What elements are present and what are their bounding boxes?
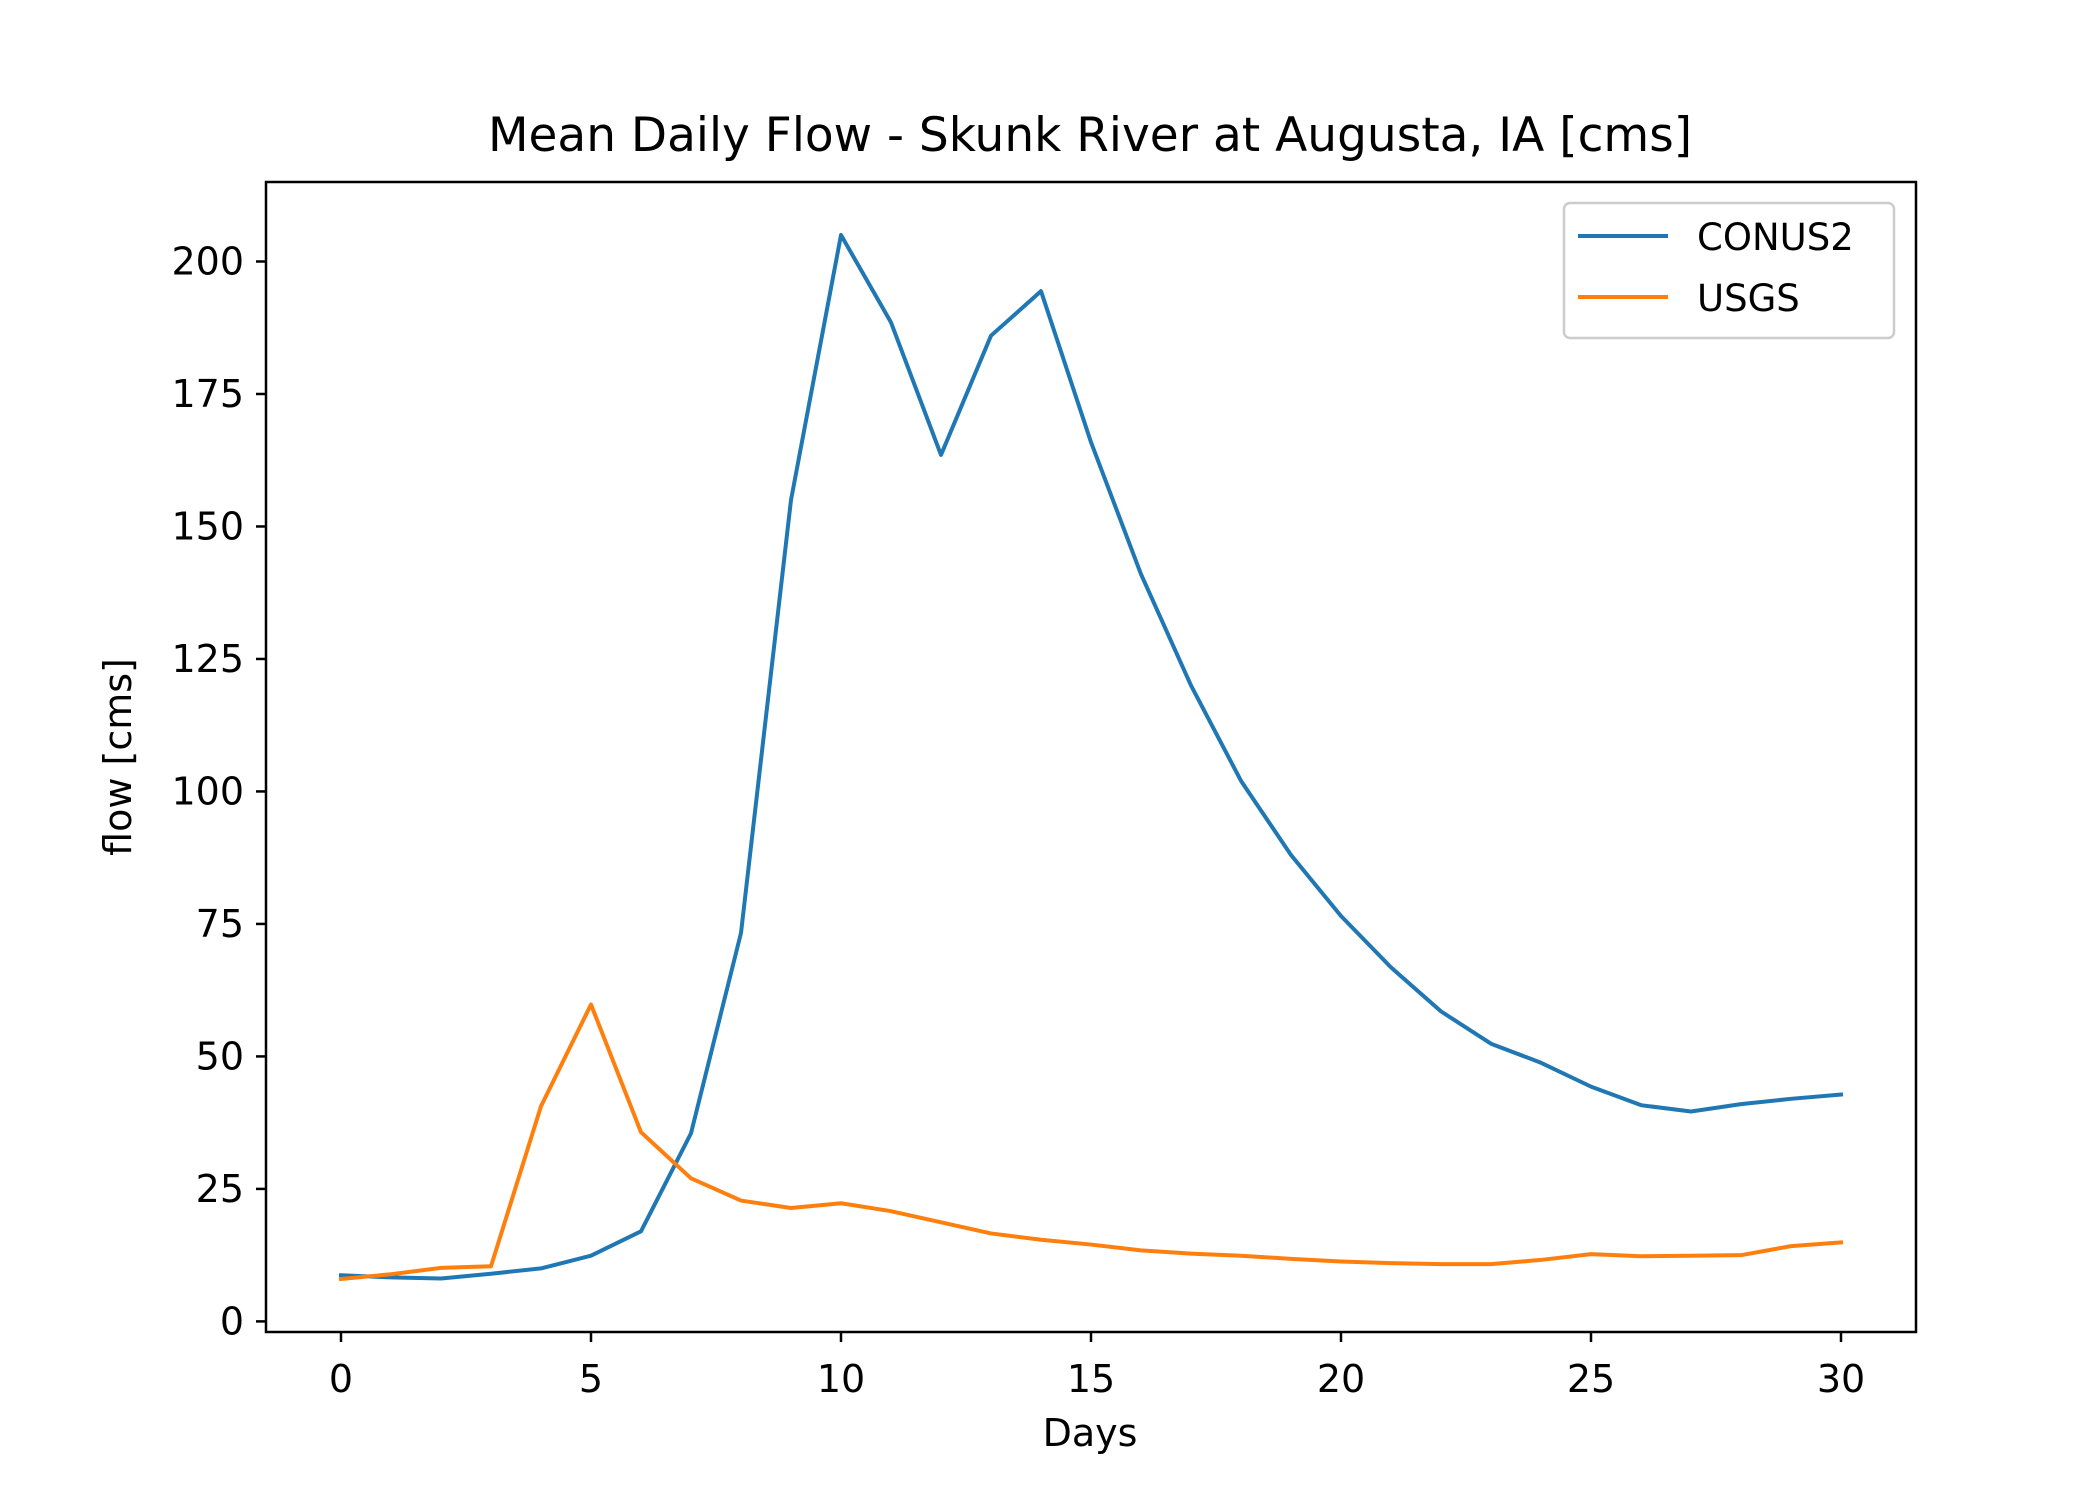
- y-tick-label: 25: [196, 1167, 244, 1211]
- x-tick-label: 20: [1317, 1357, 1365, 1401]
- y-tick-label: 150: [171, 504, 244, 548]
- plot-area-frame: [264, 180, 1918, 1334]
- series-line-conus2: [338, 233, 1844, 1281]
- y-tick-label: 200: [171, 239, 244, 283]
- series-layer: [338, 233, 1844, 1282]
- legend-label-usgs: USGS: [1697, 277, 1800, 320]
- x-axis-ticks: 0 5 10 15 20 25 30: [329, 1332, 1865, 1401]
- x-tick-label: 5: [579, 1357, 603, 1401]
- y-tick-label: 175: [171, 372, 244, 416]
- y-tick-label: 100: [171, 769, 244, 813]
- x-tick-label: 10: [817, 1357, 865, 1401]
- y-axis-label: flow [cms]: [96, 658, 140, 856]
- y-tick-label: 50: [196, 1034, 244, 1078]
- chart-title: Mean Daily Flow - Skunk River at Augusta…: [488, 108, 1692, 163]
- y-tick-label: 125: [171, 637, 244, 681]
- x-tick-label: 30: [1817, 1357, 1865, 1401]
- series-line-usgs: [338, 1002, 1844, 1282]
- legend: CONUS2 USGS: [1562, 201, 1896, 340]
- x-axis-label: Days: [1043, 1411, 1138, 1455]
- y-axis-ticks: 0 25 50 75 100 125 150 175 200: [171, 239, 266, 1343]
- y-tick-label: 75: [196, 902, 244, 946]
- y-tick-label: 0: [220, 1299, 244, 1343]
- x-tick-label: 0: [329, 1357, 353, 1401]
- x-tick-label: 15: [1067, 1357, 1115, 1401]
- legend-label-conus2: CONUS2: [1697, 216, 1854, 259]
- x-tick-label: 25: [1567, 1357, 1615, 1401]
